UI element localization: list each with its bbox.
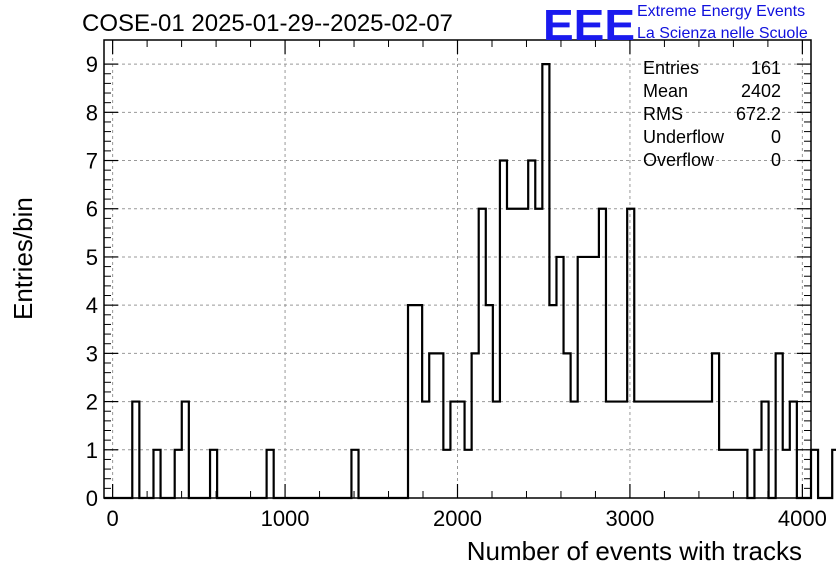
eee-logo: EEE	[543, 2, 635, 42]
logo-line-2: La Scienza nelle Scuole	[637, 25, 808, 42]
x-tick-label: 0	[106, 506, 118, 531]
y-tick-label: 5	[86, 245, 98, 270]
eee-logo-mark: EEE	[543, 2, 635, 42]
axis-ticks	[104, 40, 811, 499]
x-tick-label: 2000	[433, 506, 482, 531]
y-tick-label: 9	[86, 52, 98, 77]
y-tick-label: 3	[86, 341, 98, 366]
y-axis-label-wrap: Entries/bin	[8, 180, 38, 320]
stat-row-mean: Mean 2402	[643, 81, 781, 104]
stat-value: 0	[770, 150, 781, 170]
axis-tick-labels: 0 1 2 3 4 5 6 7 8 9 0 1000 2000 3000 4000	[86, 52, 827, 531]
x-tick-label: 4000	[778, 506, 827, 531]
stat-value: 672.2	[735, 104, 781, 124]
stat-value: 161	[750, 58, 781, 78]
stat-row-entries: Entries 161	[643, 58, 781, 81]
chart-title: COSE-01 2025-01-29--2025-02-07	[82, 10, 453, 37]
stat-name: Overflow	[643, 150, 715, 170]
y-tick-label: 7	[86, 149, 98, 174]
y-tick-label: 6	[86, 197, 98, 222]
y-tick-label: 8	[86, 100, 98, 125]
x-tick-label: 1000	[261, 506, 310, 531]
stat-name: Entries	[643, 58, 700, 78]
stat-name: RMS	[643, 104, 683, 124]
stat-name: Underflow	[643, 127, 725, 147]
y-tick-label: 1	[86, 438, 98, 463]
y-axis-label: Entries/bin	[8, 197, 38, 320]
y-tick-label: 0	[86, 486, 98, 511]
y-tick-label: 4	[86, 293, 98, 318]
stat-row-rms: RMS 672.2	[643, 104, 781, 127]
x-tick-label: 3000	[605, 506, 654, 531]
stat-row-underflow: Underflow 0	[643, 127, 781, 150]
stat-value: 2402	[740, 81, 781, 101]
x-axis-label: Number of events with tracks	[466, 536, 802, 566]
logo-line-1: Extreme Energy Events	[637, 3, 806, 20]
stats-box: Entries 161 Mean 2402 RMS 672.2 Underflo…	[643, 58, 781, 173]
stat-name: Mean	[643, 81, 689, 101]
stat-row-overflow: Overflow 0	[643, 150, 781, 173]
stat-value: 0	[770, 127, 781, 147]
y-tick-label: 2	[86, 390, 98, 415]
